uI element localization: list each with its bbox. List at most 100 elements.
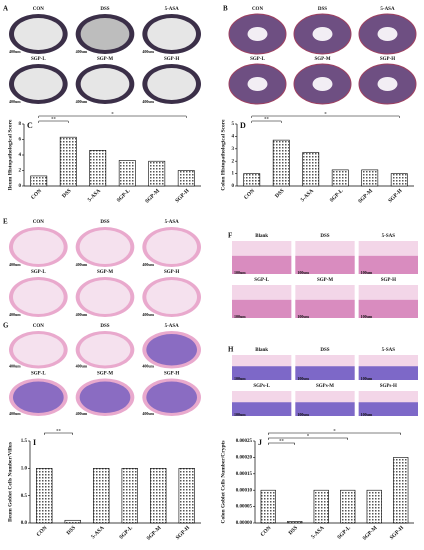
- y-tick-label: 0.0: [21, 521, 28, 526]
- image-title: DSS: [320, 348, 329, 353]
- tissue-lumen: [312, 27, 333, 41]
- bar: [178, 468, 195, 524]
- image-title: SGP-L: [254, 278, 269, 283]
- tissue-lumen: [79, 280, 131, 314]
- x-tick-label: CON: [36, 525, 49, 538]
- image-title: SGP-M: [97, 372, 113, 377]
- bar: [148, 160, 166, 187]
- tissue-layer: [232, 366, 292, 380]
- y-axis-label: Colon Goblet Cells Number/Crypts: [220, 441, 226, 524]
- tissue-layer: [358, 402, 418, 416]
- tissue-layer: [358, 366, 418, 380]
- x-tick-label: 5-ASA: [300, 188, 315, 203]
- scale-label: 400um: [9, 363, 21, 368]
- bar: [302, 152, 320, 187]
- image-title: Blank: [255, 348, 268, 353]
- y-axis-label: Ileum Histopathological Score: [7, 119, 13, 190]
- scale-label: 100um: [234, 314, 246, 319]
- y-tick-label: 0.00000: [236, 521, 253, 526]
- image-title: SGP-H: [164, 372, 179, 377]
- image-title: SGPs-L: [253, 384, 270, 389]
- y-tick-label: 0.00020: [236, 456, 253, 461]
- tissue-layer: [295, 255, 355, 274]
- x-tick-label: SGP-H: [389, 525, 406, 542]
- scale-label: 100um: [297, 270, 309, 275]
- image-title: DSS: [320, 234, 329, 239]
- x-tick-label: SGP-L: [118, 525, 134, 541]
- tissue-lumen: [312, 77, 333, 91]
- panel-label: J: [258, 438, 262, 447]
- tissue-lumen: [79, 230, 131, 264]
- image-title: 5-ASA: [165, 324, 180, 329]
- y-tick-label: 0.00005: [236, 505, 253, 510]
- bar: [93, 468, 110, 524]
- bar: [59, 136, 77, 187]
- tissue-lumen: [146, 381, 198, 413]
- image-title: SGPs-H: [380, 384, 397, 389]
- scale-label: 400um: [76, 49, 88, 54]
- bar: [393, 457, 409, 524]
- image-title: SGP-M: [97, 270, 113, 275]
- image-title: CON: [33, 324, 45, 329]
- x-tick-label: 5-ASA: [90, 525, 105, 540]
- y-tick-label: 0.5: [21, 494, 28, 499]
- bar: [30, 175, 48, 187]
- x-tick-label: SGP-M: [144, 188, 161, 205]
- bar: [36, 468, 53, 524]
- x-tick-label: CON: [243, 188, 256, 201]
- scale-label: 100um: [234, 376, 246, 381]
- tissue-lumen: [146, 280, 198, 314]
- scale-label: 100um: [297, 314, 309, 319]
- y-tick-label: 0.00015: [236, 472, 253, 477]
- significance-bracket: [38, 120, 69, 123]
- y-tick-label: 0: [19, 184, 22, 189]
- y-axis-label: Ileum Goblet Cells Number/Villus: [7, 442, 13, 522]
- scale-label: 100um: [234, 412, 246, 417]
- tissue-lumen: [80, 18, 130, 50]
- image-title: SGP-L: [31, 57, 46, 62]
- bar: [177, 170, 195, 187]
- x-tick-label: DSS: [61, 188, 72, 199]
- bar: [361, 169, 379, 187]
- bar: [272, 139, 290, 187]
- x-tick-label: SGP-H: [174, 188, 191, 205]
- scale-label: 400um: [76, 312, 88, 317]
- tissue-layer: [232, 255, 292, 274]
- tissue-lumen: [247, 77, 268, 91]
- tissue-lumen: [79, 381, 131, 413]
- scale-label: 400um: [9, 262, 21, 267]
- bar: [287, 521, 303, 524]
- scale-label: 100um: [234, 270, 246, 275]
- bar: [331, 169, 349, 187]
- scale-label: 100um: [361, 270, 373, 275]
- image-title: DSS: [100, 7, 109, 12]
- x-tick-label: SGP-L: [329, 188, 345, 204]
- y-tick-label: 4: [19, 153, 22, 158]
- x-tick-label: DSS: [288, 525, 299, 536]
- y-tick-label: 3: [232, 147, 235, 152]
- significance-bracket: [38, 115, 187, 118]
- bar: [366, 489, 382, 524]
- panel-label: I: [33, 438, 36, 447]
- tissue-layer: [232, 299, 292, 318]
- scale-label: 400um: [9, 312, 21, 317]
- x-tick-label: SGP-M: [357, 188, 374, 205]
- significance-label: **: [56, 430, 62, 435]
- significance-label: *: [111, 113, 114, 118]
- x-tick-label: DSS: [66, 525, 77, 536]
- tissue-lumen: [12, 334, 64, 366]
- y-tick-label: 6: [19, 138, 22, 143]
- scale-label: 400um: [9, 411, 21, 416]
- tissue-lumen: [12, 381, 64, 413]
- image-title: SGP-L: [31, 372, 46, 377]
- tissue-layer: [232, 402, 292, 416]
- tissue-lumen: [12, 280, 64, 314]
- bar: [64, 519, 81, 524]
- y-tick-label: 0: [232, 184, 235, 189]
- image-title: 5-ASA: [165, 220, 180, 225]
- image-title: SGP-M: [317, 278, 333, 283]
- image-title: SGP-H: [380, 57, 395, 62]
- scale-label: 400um: [142, 262, 154, 267]
- tissue-layer: [358, 255, 418, 274]
